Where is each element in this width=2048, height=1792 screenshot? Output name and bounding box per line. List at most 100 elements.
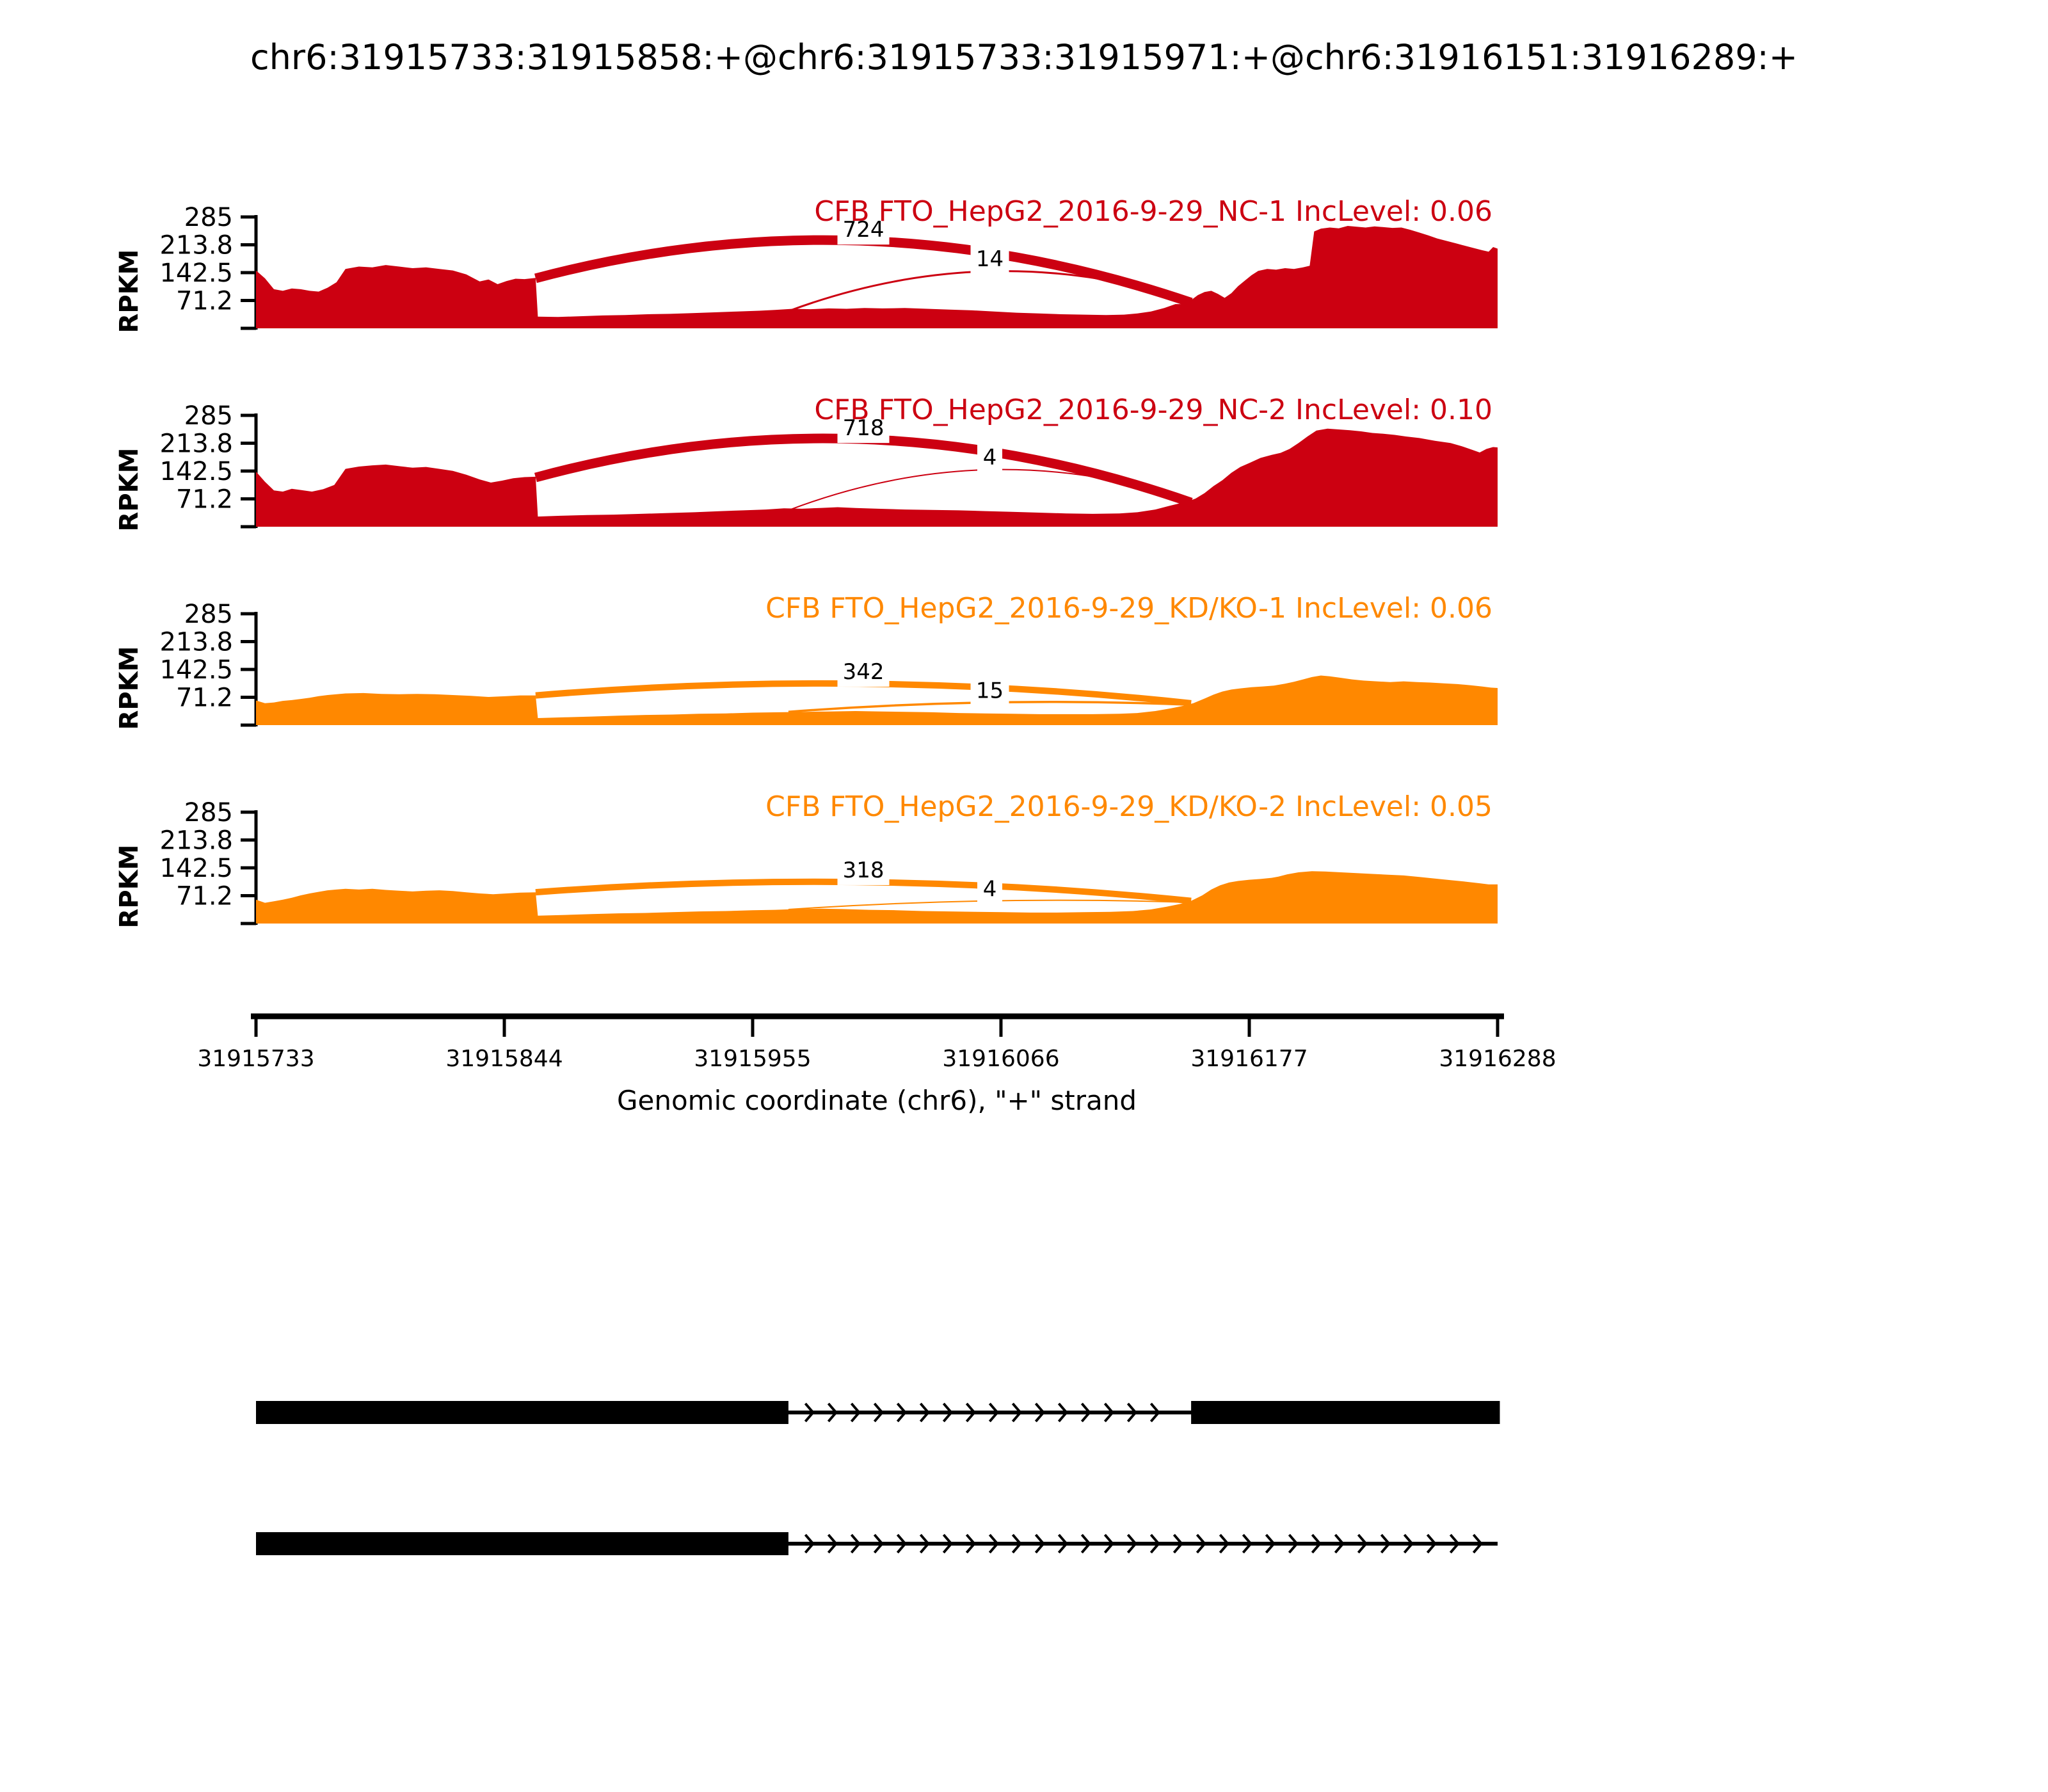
y-tick-label: 285	[184, 401, 233, 431]
junction-arc	[788, 270, 1192, 312]
junction-count-bg	[837, 654, 890, 687]
y-tick-label: 213.8	[159, 628, 233, 657]
y-tick-label: 71.2	[176, 485, 233, 515]
track-title: CFB FTO_HepG2_2016-9-29_KD/KO-2 IncLevel…	[765, 790, 1492, 823]
figure-title: chr6:31915733:31915858:+@chr6:31915733:3…	[250, 37, 1798, 77]
junction-count-label: 15	[976, 678, 1004, 703]
rpkm-axis-label: RPKM	[115, 845, 144, 929]
junction-count-bg	[837, 212, 890, 245]
strand-arrow-icon	[988, 1402, 1000, 1423]
strand-arrow-icon	[1265, 1533, 1276, 1554]
strand-arrow-icon	[827, 1533, 838, 1554]
x-tick-label: 31916288	[1439, 1046, 1556, 1072]
x-tick-label: 31915955	[694, 1046, 811, 1072]
rpkm-axis-label: RPKM	[115, 646, 144, 730]
strand-arrow-icon	[804, 1402, 815, 1423]
strand-arrow-icon	[1449, 1533, 1460, 1554]
y-tick-label: 285	[184, 203, 233, 232]
strand-arrow-icon	[1172, 1533, 1184, 1554]
strand-arrow-icon	[1011, 1402, 1023, 1423]
coverage-area	[256, 871, 1498, 924]
strand-arrow-icon	[919, 1533, 931, 1554]
junction-count-bg	[977, 440, 1003, 472]
junction-count-bg	[837, 852, 890, 885]
strand-arrow-icon	[942, 1533, 954, 1554]
y-tick-label: 142.5	[159, 854, 233, 883]
strand-arrow-icon	[827, 1402, 838, 1423]
strand-arrow-icon	[850, 1402, 861, 1423]
junction-count-bg	[970, 673, 1009, 706]
transcript-exon	[256, 1401, 788, 1424]
track-title: CFB FTO_HepG2_2016-9-29_NC-2 IncLevel: 0…	[814, 394, 1492, 426]
rpkm-axis-label: RPKM	[115, 250, 144, 333]
y-tick-label: 142.5	[159, 259, 233, 288]
y-tick-label: 142.5	[159, 457, 233, 486]
x-tick-label: 31915733	[197, 1046, 314, 1072]
strand-arrow-icon	[1288, 1533, 1299, 1554]
strand-arrow-icon	[873, 1533, 884, 1554]
strand-arrow-icon	[1057, 1533, 1069, 1554]
strand-arrow-icon	[1057, 1402, 1069, 1423]
transcript-exon	[256, 1532, 788, 1555]
junction-count-label: 718	[843, 415, 884, 441]
strand-arrow-icon	[1149, 1533, 1161, 1554]
strand-arrow-icon	[942, 1402, 954, 1423]
strand-arrow-icon	[1334, 1533, 1345, 1554]
strand-arrow-icon	[965, 1402, 977, 1423]
y-tick-label: 71.2	[176, 287, 233, 316]
strand-arrow-icon	[1426, 1533, 1437, 1554]
junction-count-label: 4	[983, 445, 997, 470]
x-tick-label: 31915844	[445, 1046, 563, 1072]
y-tick-label: 71.2	[176, 684, 233, 713]
strand-arrow-icon	[1357, 1533, 1368, 1554]
x-axis: 31915733 31915844 31915955 31916066 31916177…	[197, 1013, 1556, 1116]
rpkm-axis-label: RPKM	[115, 448, 144, 532]
strand-arrow-icon	[804, 1533, 815, 1554]
strand-arrow-icon	[1126, 1533, 1138, 1554]
y-tick-label: 213.8	[159, 231, 233, 260]
strand-arrow-icon	[1103, 1533, 1115, 1554]
strand-arrow-icon	[850, 1533, 861, 1554]
strand-arrow-icon	[1080, 1402, 1092, 1423]
transcript-row-1	[256, 1401, 1500, 1424]
junction-arc	[534, 433, 1193, 508]
strand-arrow-icon	[1403, 1533, 1414, 1554]
track-title: CFB FTO_HepG2_2016-9-29_KD/KO-1 IncLevel…	[765, 592, 1492, 625]
junction-count-label: 318	[843, 858, 884, 883]
strand-arrow-icon	[1011, 1533, 1023, 1554]
x-tick-label: 31916177	[1190, 1046, 1308, 1072]
y-tick-label: 213.8	[159, 429, 233, 459]
junction-count-bg	[837, 411, 890, 444]
strand-arrow-icon	[896, 1402, 908, 1423]
strand-arrow-icon	[873, 1402, 884, 1423]
strand-arrow-icon	[1242, 1533, 1253, 1554]
junction-count-label: 342	[843, 659, 884, 685]
strand-arrow-icon	[896, 1533, 908, 1554]
junction-count-label: 14	[976, 246, 1004, 272]
strand-arrow-icon	[1034, 1533, 1046, 1554]
junction-count-bg	[977, 872, 1003, 904]
y-tick-label: 71.2	[176, 882, 233, 911]
strand-arrow-icon	[1380, 1533, 1391, 1554]
strand-arrow-icon	[988, 1533, 1000, 1554]
strand-arrow-icon	[1126, 1402, 1138, 1423]
strand-arrow-icon	[1219, 1533, 1230, 1554]
strand-arrow-icon	[1149, 1402, 1161, 1423]
strand-arrow-icon	[965, 1533, 977, 1554]
strand-arrow-icon	[1080, 1533, 1092, 1554]
x-axis-title: Genomic coordinate (chr6), "+" strand	[617, 1085, 1137, 1116]
x-tick-label: 31916066	[942, 1046, 1059, 1072]
strand-arrow-icon	[1311, 1533, 1322, 1554]
junction-count-bg	[970, 241, 1009, 274]
track-title: CFB FTO_HepG2_2016-9-29_NC-1 IncLevel: 0…	[814, 195, 1492, 228]
strand-arrow-icon	[1472, 1533, 1484, 1554]
junction-count-label: 4	[983, 876, 997, 902]
strand-arrow-icon	[919, 1402, 931, 1423]
strand-arrow-icon	[1103, 1402, 1115, 1423]
y-tick-label: 142.5	[159, 655, 233, 685]
